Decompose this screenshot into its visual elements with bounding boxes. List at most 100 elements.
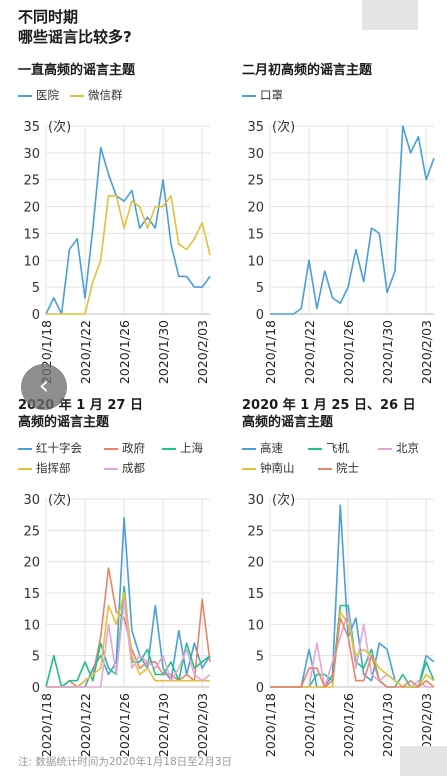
y-tick-label: 20 — [247, 201, 264, 216]
y-tick-label: 20 — [247, 556, 264, 571]
chevron-left-icon: ‹ — [38, 371, 50, 401]
legend-swatch — [318, 467, 332, 470]
chart-title-line: 高频的谣言主题 — [18, 415, 110, 430]
series-line — [270, 611, 434, 688]
legend-swatch — [104, 447, 118, 450]
y-tick-label: 0 — [32, 308, 40, 323]
main-title: 不同时期 哪些谣言比较多? — [18, 7, 132, 47]
legend-swatch — [242, 94, 256, 97]
y-tick-label: 25 — [23, 524, 40, 539]
x-tick-label: 2020/1/22 — [302, 693, 317, 757]
y-tick-label: 10 — [23, 254, 40, 269]
chart-panel-always-frequent: 一直高频的谣言主题 医院 微信群 0 5 10 15 20 25 30 35 (次) 2020/1… — [18, 62, 241, 402]
legend-item: 医院 — [18, 88, 59, 102]
x-tick-label: 2020/1/22 — [302, 320, 317, 384]
legend-label: 口罩 — [260, 88, 283, 102]
x-tick-label: 2020/2/03 — [195, 320, 210, 384]
chart-title: 一直高频的谣言主题 — [18, 62, 135, 79]
chart-plot: 0 5 10 15 20 25 30 35 (次) 2020/1/18 2020/1/22 2020/… — [247, 119, 435, 384]
legend-swatch — [104, 467, 118, 470]
back-arrow-button[interactable]: ‹ — [21, 364, 67, 410]
legend-item: 钟南山 — [242, 461, 295, 475]
y-tick-label: 15 — [23, 587, 40, 602]
y-tick-label: 25 — [247, 524, 264, 539]
y-tick-label: 15 — [247, 587, 264, 602]
y-tick-label: 30 — [23, 493, 40, 508]
chart-plot: 0 5 10 15 20 25 30 (次) 2020/1/18 2020/1/22 2020/1/… — [247, 492, 435, 757]
y-unit-label: (次) — [272, 492, 295, 508]
chart-title-text: 2020 年 1 月 25 日、26 日高频的谣言主题 — [242, 397, 416, 431]
y-tick-label: 30 — [247, 493, 264, 508]
legend-label: 微信群 — [88, 88, 123, 102]
legend-item: 成都 — [104, 461, 145, 475]
legend-swatch — [18, 447, 32, 450]
legend-label: 医院 — [36, 88, 59, 102]
chart-plot: 0 5 10 15 20 25 30 (次) 2020/1/18 2020/1/22 2020/1/… — [23, 492, 211, 757]
x-tick-label: 2020/1/26 — [117, 320, 132, 384]
legend-item: 飞机 — [308, 441, 349, 455]
chart-panel-jan-25-26: 2020 年 1 月 25 日、26 日高频的谣言主题 高速 飞机 北京 钟南山… — [242, 397, 447, 757]
y-tick-label: 30 — [23, 147, 40, 162]
y-tick-label: 25 — [247, 174, 264, 189]
legend-swatch — [162, 447, 176, 450]
legend-item: 院士 — [318, 461, 359, 475]
legend-swatch — [70, 94, 84, 97]
y-unit-label: (次) — [48, 119, 71, 135]
legend-item: 北京 — [378, 441, 419, 455]
chart-title: 二月初高频的谣言主题 — [242, 62, 372, 79]
x-tick-label: 2020/1/18 — [39, 693, 54, 757]
y-tick-label: 10 — [247, 618, 264, 633]
chart-title-line: 高频的谣言主题 — [242, 415, 334, 430]
blurred-corner-bottom — [400, 746, 447, 776]
chart-title-line: 2020 年 1 月 25 日、26 日 — [242, 398, 416, 413]
legend-item: 指挥部 — [18, 461, 71, 475]
legend-label: 钟南山 — [260, 461, 295, 475]
legend-label: 飞机 — [326, 441, 349, 455]
x-tick-label: 2020/1/22 — [78, 693, 93, 757]
legend-swatch — [242, 447, 256, 450]
x-tick-label: 2020/1/26 — [341, 693, 356, 757]
chart-panel-early-february: 二月初高频的谣言主题 口罩 0 5 10 15 20 25 30 35 (次) 2020/1/18… — [242, 62, 447, 402]
legend-item: 高速 — [242, 441, 283, 455]
series-line — [270, 125, 435, 315]
y-unit-label: (次) — [272, 119, 295, 135]
legend-swatch — [308, 447, 322, 450]
series-line — [46, 195, 211, 315]
x-tick-label: 2020/1/18 — [263, 693, 278, 757]
legend-label: 北京 — [396, 441, 419, 455]
legend-label: 成都 — [122, 461, 145, 475]
legend-label: 院士 — [336, 461, 359, 475]
legend-item: 政府 — [104, 441, 145, 455]
x-tick-label: 2020/1/30 — [156, 693, 171, 757]
x-tick-label: 2020/2/03 — [195, 693, 210, 757]
legend-swatch — [18, 467, 32, 470]
x-tick-label: 2020/1/30 — [380, 693, 395, 757]
x-tick-label: 2020/1/26 — [117, 693, 132, 757]
blurred-corner-top — [362, 0, 418, 30]
series-line — [270, 617, 435, 688]
y-tick-label: 20 — [23, 556, 40, 571]
legend-swatch — [18, 94, 32, 97]
y-tick-label: 15 — [23, 227, 40, 242]
y-tick-label: 25 — [23, 174, 40, 189]
chart-panel-jan-27: 2020 年 1 月 27 日高频的谣言主题 红十字会 政府 上海 指挥部 成都… — [18, 397, 241, 757]
series-line — [270, 611, 435, 688]
main-title-line1: 不同时期 — [18, 8, 79, 26]
series-line — [45, 146, 211, 315]
chart-title-line: 二月初高频的谣言主题 — [242, 63, 373, 78]
legend-swatch — [378, 447, 392, 450]
legend-label: 高速 — [260, 441, 283, 455]
series-line — [46, 516, 211, 688]
y-unit-label: (次) — [48, 492, 71, 508]
y-tick-label: 10 — [23, 618, 40, 633]
series-line — [270, 604, 435, 688]
y-tick-label: 10 — [247, 254, 264, 269]
legend-label: 上海 — [180, 441, 203, 455]
y-tick-label: 15 — [247, 227, 264, 242]
series-line — [46, 598, 211, 688]
x-tick-label: 2020/2/03 — [419, 693, 434, 757]
main-title-line2: 哪些谣言比较多? — [18, 28, 132, 46]
y-tick-label: 20 — [23, 201, 40, 216]
legend-label: 红十字会 — [36, 441, 82, 455]
legend-item: 上海 — [162, 441, 203, 455]
